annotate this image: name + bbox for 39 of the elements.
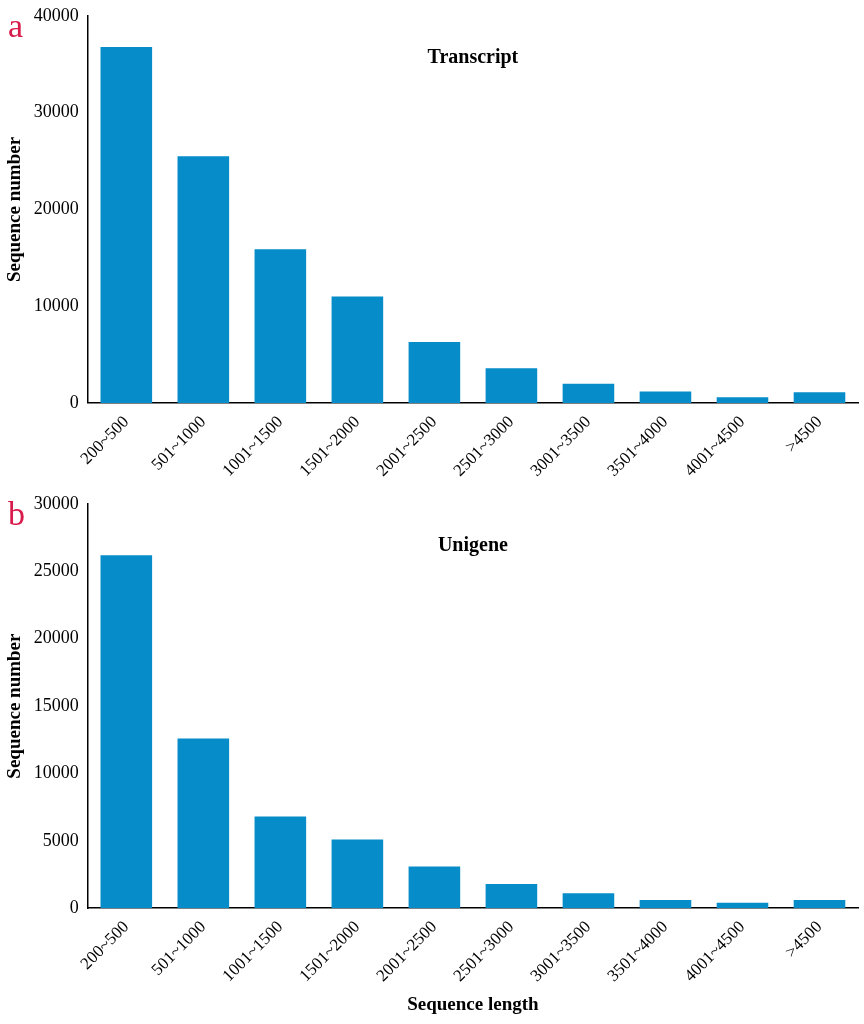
y-tick-label: 20000 — [33, 627, 79, 648]
y-axis-title: Sequence number — [3, 136, 25, 283]
text: Transcript — [427, 45, 519, 69]
bar — [485, 368, 538, 403]
bar — [177, 738, 230, 909]
y-tick-label: 40000 — [33, 4, 79, 25]
y-tick-label: 25000 — [33, 560, 79, 581]
bar — [408, 342, 461, 403]
bar — [331, 839, 384, 909]
bar — [331, 296, 384, 403]
bar — [639, 391, 692, 403]
y-axis-title: Sequence number — [3, 632, 25, 779]
bar — [408, 866, 461, 909]
bar — [485, 883, 538, 909]
text: a — [8, 6, 24, 44]
bar — [100, 46, 153, 403]
bar — [100, 555, 153, 909]
bar — [562, 383, 615, 403]
text: b — [8, 494, 25, 532]
bar — [793, 392, 846, 403]
y-tick-label: 0 — [69, 896, 79, 917]
bar — [716, 902, 769, 909]
x-axis-title: Sequence length — [407, 992, 540, 1014]
bar — [177, 156, 230, 403]
bar — [639, 900, 692, 909]
bar — [254, 249, 307, 403]
y-tick-label: 10000 — [33, 294, 79, 315]
bar — [254, 816, 307, 909]
bar — [793, 900, 846, 909]
bar — [716, 397, 769, 403]
bar — [562, 893, 615, 909]
y-tick-label: 10000 — [33, 762, 79, 783]
y-tick-label: 30000 — [33, 101, 79, 122]
y-tick-label: 30000 — [33, 492, 79, 513]
y-tick-label: 20000 — [33, 198, 79, 219]
y-tick-label: 15000 — [33, 694, 79, 715]
y-tick-label: 0 — [69, 391, 79, 412]
y-tick-label: 5000 — [42, 829, 79, 850]
text: Unigene — [437, 533, 509, 557]
